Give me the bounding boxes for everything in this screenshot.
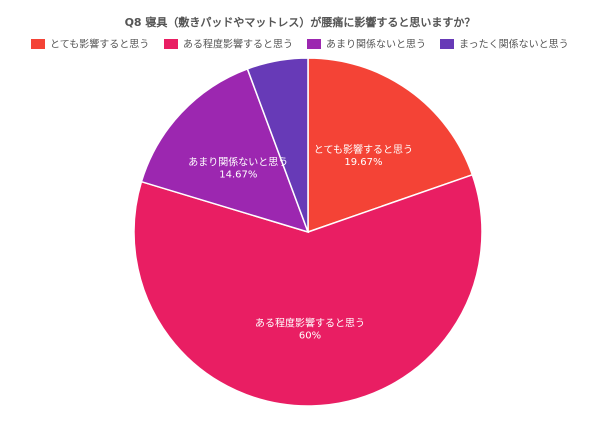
legend-label: とても影響すると思う [50,38,149,51]
legend-item[interactable]: ある程度影響すると思う [164,38,293,51]
legend-swatch [440,39,454,49]
slice-value-label: 19.67% [344,157,382,168]
legend-item[interactable]: あまり関係ないと思う [307,39,426,51]
pie-slice[interactable] [133,173,483,407]
slice-value-label: 60% [299,331,321,342]
legend-label: まったく関係ないと思う [459,39,569,51]
chart-title: Q8 寝具（敷きパッドやマットレス）が腰痛に影響すると思いますか？ [125,15,476,29]
slice-value-label: 14.67% [219,170,257,181]
legend-label: ある程度影響すると思う [183,38,293,51]
slice-category-label: あまり関係ないと思う [188,157,288,169]
legend-swatch [31,39,45,49]
legend: とても影響すると思う ある程度影響すると思う あまり関係ないと思う まったく関係ないと… [31,38,569,51]
slice-category-label: ある程度影響すると思う [255,317,365,330]
legend-swatch [307,39,321,49]
pie-slice[interactable] [140,67,310,234]
pie-slices [133,57,483,407]
pie-slice[interactable] [246,57,309,233]
slice-category-label: とても影響すると思う [314,143,413,156]
legend-item[interactable]: まったく関係ないと思う [440,39,569,51]
legend-swatch [164,39,178,49]
legend-label: あまり関係ないと思う [326,39,426,51]
legend-item[interactable]: とても影響すると思う [31,38,149,51]
